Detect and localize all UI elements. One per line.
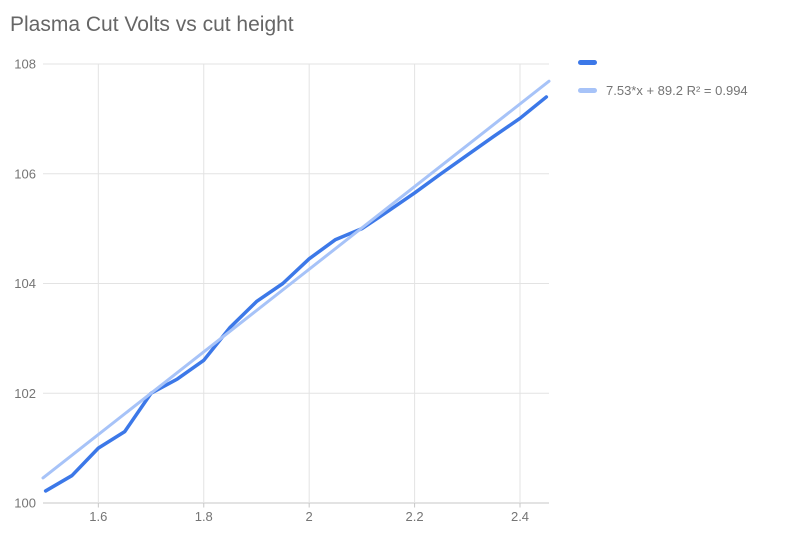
data-series-line xyxy=(43,95,549,493)
y-tick-label: 100 xyxy=(14,496,36,511)
legend-item-series xyxy=(578,54,748,70)
trendline xyxy=(41,79,551,480)
y-tick-label: 106 xyxy=(14,166,36,181)
trendline-swatch xyxy=(578,87,597,93)
x-tick-label: 2.4 xyxy=(511,509,529,524)
trendline-legend-label: 7.53*x + 89.2 R² = 0.994 xyxy=(606,82,748,98)
y-tick-label: 102 xyxy=(14,386,36,401)
x-tick-label: 2.2 xyxy=(406,509,424,524)
x-tick-label: 2 xyxy=(306,509,313,524)
legend-item-trendline: 7.53*x + 89.2 R² = 0.994 xyxy=(578,82,748,98)
x-tick-label: 1.8 xyxy=(195,509,213,524)
y-tick-label: 108 xyxy=(14,57,36,72)
legend: 7.53*x + 89.2 R² = 0.994 xyxy=(578,54,748,110)
chart-title: Plasma Cut Volts vs cut height xyxy=(10,13,294,36)
series-swatch xyxy=(578,59,597,65)
x-tick-label: 1.6 xyxy=(89,509,107,524)
y-tick-label: 104 xyxy=(14,276,36,291)
